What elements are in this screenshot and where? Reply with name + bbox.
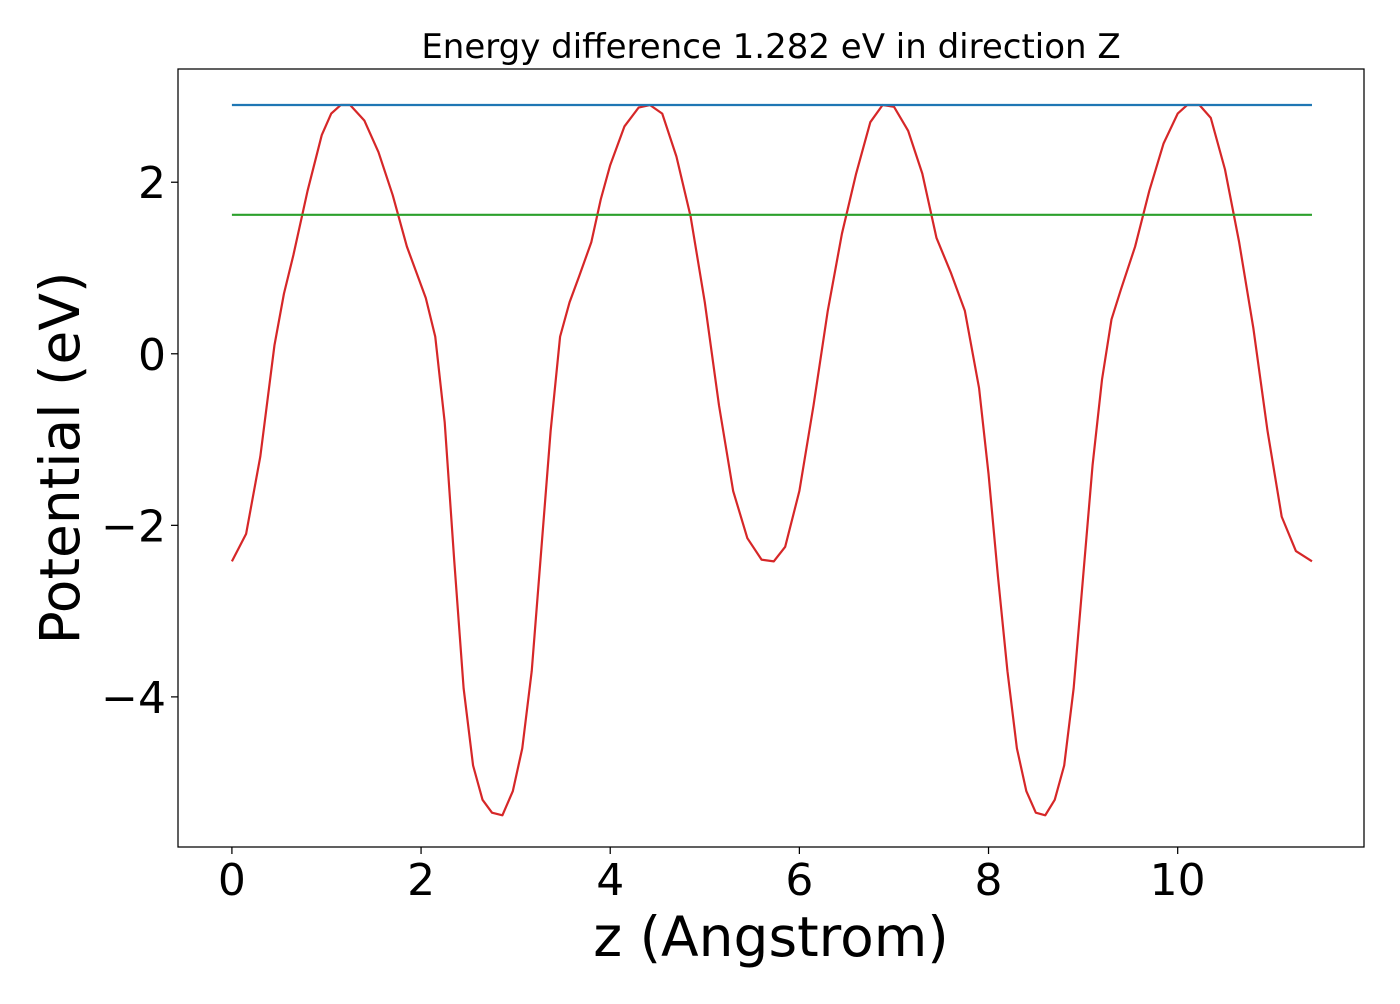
series-line-1 — [230, 103, 1313, 817]
x-axis-label: z (Angstrom) — [593, 905, 949, 969]
y-axis-label: Potential (eV) — [28, 272, 92, 645]
y-tick-label: −4 — [101, 673, 166, 724]
plot-frame — [177, 68, 1365, 848]
x-axis-ticks: 0 2 4 6 8 10 — [218, 847, 1206, 906]
y-axis-ticks: −4 −2 0 2 — [101, 158, 178, 724]
y-tick-label: 0 — [138, 330, 166, 381]
x-tick-label: 0 — [218, 855, 246, 906]
series-layer — [230, 103, 1313, 817]
chart-title: Energy difference 1.282 eV in direction … — [421, 27, 1120, 67]
x-tick-label: 8 — [975, 855, 1003, 906]
x-tick-label: 4 — [596, 855, 624, 906]
y-tick-label: −2 — [101, 501, 166, 552]
x-tick-label: 2 — [407, 855, 435, 906]
y-tick-label: 2 — [138, 158, 166, 209]
x-tick-label: 10 — [1150, 855, 1206, 906]
x-tick-label: 6 — [785, 855, 813, 906]
